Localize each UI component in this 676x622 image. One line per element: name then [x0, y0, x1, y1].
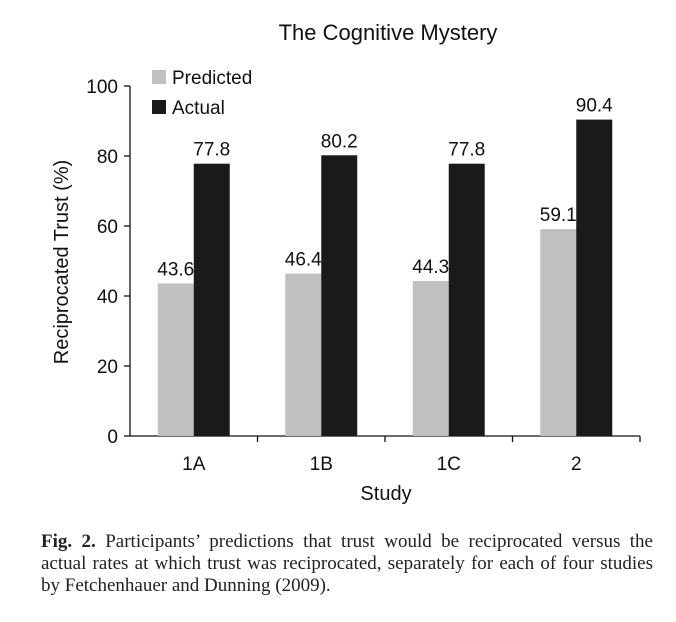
y-tick-label: 60 — [97, 217, 118, 238]
figure-caption: Fig. 2. Participants’ predictions that t… — [41, 531, 653, 597]
bar-predicted-2 — [540, 229, 577, 436]
y-tick-label: 40 — [97, 287, 118, 308]
x-category-label: 2 — [571, 454, 582, 475]
bar-chart: The Cognitive Mystery Reciprocated Trust… — [51, 20, 641, 505]
x-axis-label: Study — [360, 483, 411, 505]
bar-predicted-1c — [412, 280, 449, 436]
y-tick-label: 80 — [97, 147, 118, 168]
legend-label-actual: Actual — [172, 98, 225, 119]
data-label-predicted: 44.3 — [412, 257, 449, 278]
caption-text: Participants’ predictions that trust wou… — [41, 531, 653, 596]
legend-swatch-predicted — [152, 70, 166, 84]
y-tick-label: 20 — [97, 357, 118, 378]
bar-actual-1b — [321, 155, 358, 437]
data-label-actual: 77.8 — [193, 140, 230, 161]
y-tick-label: 100 — [86, 77, 118, 98]
data-label-actual: 90.4 — [576, 96, 613, 117]
data-label-predicted: 59.1 — [540, 205, 577, 226]
caption-label: Fig. 2. — [41, 531, 96, 552]
chart-title: The Cognitive Mystery — [279, 20, 498, 45]
data-label-predicted: 43.6 — [157, 259, 194, 280]
bar-predicted-1b — [285, 273, 322, 436]
data-label-actual: 77.8 — [448, 140, 485, 161]
y-tick-label: 0 — [107, 427, 118, 448]
x-category-label: 1B — [310, 454, 333, 475]
bar-predicted-1a — [157, 283, 194, 436]
data-label-actual: 80.2 — [321, 131, 358, 152]
x-category-label: 1A — [182, 454, 206, 475]
data-label-predicted: 46.4 — [285, 250, 322, 271]
legend-swatch-actual — [152, 100, 166, 114]
x-category-label: 1C — [437, 454, 461, 475]
legend-label-predicted: Predicted — [172, 68, 252, 89]
bar-actual-1a — [193, 163, 230, 436]
y-axis-label: Reciprocated Trust (%) — [51, 160, 73, 365]
bar-actual-1c — [448, 163, 485, 436]
bar-actual-2 — [576, 119, 613, 436]
